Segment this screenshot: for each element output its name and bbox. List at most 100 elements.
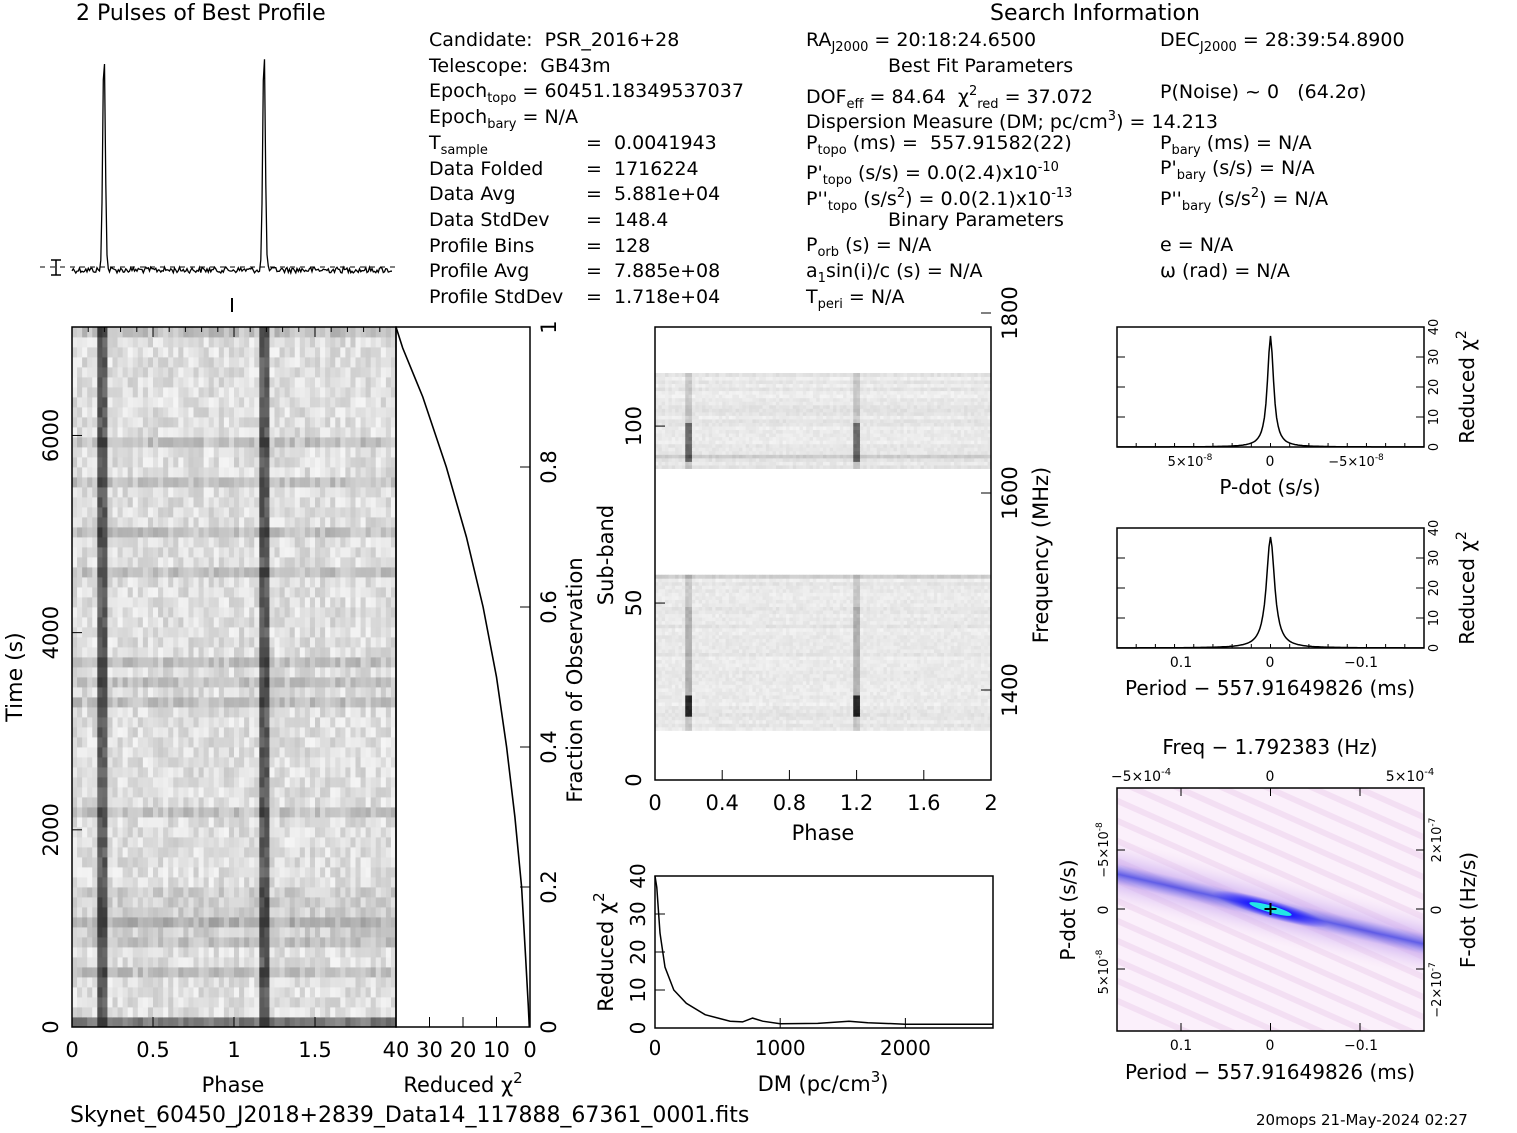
heat-cell [82,967,88,978]
heat-cell [97,837,103,848]
heat-cell [213,877,220,888]
heat-cell [355,907,361,918]
heat-cell [147,777,154,788]
heat-cell [173,507,179,518]
heat-cell [208,367,215,378]
heat-cell [315,557,321,568]
heat-cell [234,427,240,438]
heat-cell [355,567,361,578]
heat-cell [112,477,118,488]
heat-cell [279,797,286,808]
heat-cell [82,717,88,728]
heat-cell [163,477,169,488]
heat-cell [340,477,346,488]
heat-cell [355,577,361,588]
heat-cell [350,677,356,688]
heat-cell [183,807,189,818]
heat-cell [213,797,220,808]
heat-cell [173,927,179,938]
heat-cell [142,857,149,868]
heat-cell [127,477,134,488]
heat-cell [910,716,915,721]
heat-cell [132,727,139,738]
heat-cell [269,967,275,978]
heat-cell [279,857,286,868]
heat-cell [188,647,194,658]
heat-cell [193,957,199,968]
heat-cell [188,367,194,378]
heat-cell [315,477,321,488]
heat-cell [702,719,706,724]
heat-cell [234,1017,240,1028]
heat-cell [259,987,265,998]
heat-cell [390,1007,397,1018]
heat-cell [320,337,326,348]
heat-cell [320,897,326,908]
heat-cell [259,967,265,978]
info-left-label: Candidate: PSR_2016+28 [429,29,680,51]
heat-cell [193,827,199,838]
heat-cell [239,917,245,928]
heat-cell [87,577,93,588]
heat-cell [137,347,144,358]
heat-cell [92,717,98,728]
heat-cell [365,677,372,688]
heat-cell [819,716,824,721]
heat-cell [92,497,98,508]
heat-cell [325,917,331,928]
heat-cell [102,657,108,668]
heat-cell [142,957,149,968]
heat-cell [153,717,159,728]
heat-cell [264,787,270,798]
heat-cell [335,407,341,418]
heat-cell [340,877,346,888]
heat-cell [289,367,296,378]
heat-cell [117,967,124,978]
heat-cell [320,507,326,518]
heat-cell [967,726,972,731]
heat-cell [249,397,255,408]
heat-cell [254,1017,260,1028]
heat-cell [137,907,144,918]
heat-cell [132,327,139,338]
heat-cell [309,1007,316,1018]
heat-cell [345,1017,351,1028]
heat-cell [223,397,230,408]
heat-cell [147,937,154,948]
heat-cell [168,887,174,898]
heat-cell [355,957,361,968]
heat-cell [168,467,174,478]
heat-cell [732,716,737,721]
heat-cell [107,457,113,468]
heat-cell [102,537,108,548]
heat-cell [107,587,113,598]
heat-cell [153,657,159,668]
heat-cell [223,667,230,678]
heat-cell [274,487,280,498]
heat-cell [77,477,83,488]
heat-cell [183,837,189,848]
heat-cell [102,857,108,868]
heat-cell [335,797,341,808]
heat-cell [309,837,316,848]
heat-cell [284,577,291,588]
heat-cell [183,887,189,898]
heat-cell [239,777,245,788]
heat-cell [87,977,93,988]
heat-cell [77,537,83,548]
heat-cell [168,487,174,498]
heat-cell [284,997,291,1008]
heat-cell [198,617,205,628]
heat-cell [289,847,296,858]
heat-cell [87,837,93,848]
heat-cell [681,716,686,721]
heat-cell [239,907,245,918]
heat-cell [208,847,215,858]
heat-cell [82,567,88,578]
heat-cell [340,697,346,708]
heat-cell [264,987,270,998]
heat-cell [153,807,159,818]
heat-cell [269,467,275,478]
heat-cell [107,887,113,898]
heat-cell [127,497,134,508]
